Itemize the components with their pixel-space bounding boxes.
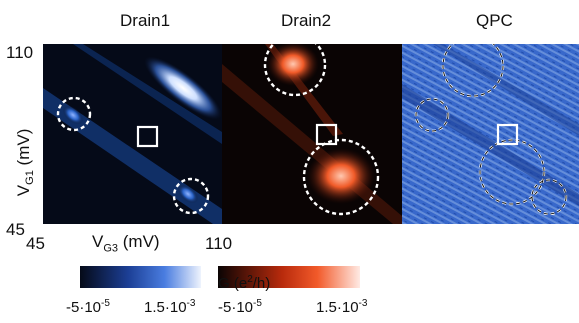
- x-tick-right: 110: [205, 234, 233, 253]
- colorbar-blue-max: 1.5·10-3: [144, 298, 196, 316]
- panel-drain2: [222, 44, 402, 224]
- marker-circle: [302, 138, 380, 216]
- x-axis-label: VG3 (mV): [92, 232, 160, 255]
- colorbar-title: G (e2/h): [218, 274, 271, 292]
- marker-square: [136, 125, 159, 148]
- panel-title-qpc: QPC: [476, 11, 513, 30]
- marker-circle: [263, 44, 327, 97]
- colorbar-red-max: 1.5·10-3: [316, 298, 368, 316]
- colorbar-blue-min: -5·10-5: [66, 298, 110, 316]
- marker-circle: [56, 96, 92, 132]
- colorbar-red-min: -5·10-5: [218, 298, 262, 316]
- colorbar-blue: [80, 266, 201, 288]
- panel-title-drain2: Drain2: [281, 11, 332, 30]
- marker-circle: [172, 177, 210, 215]
- marker-square: [315, 123, 338, 146]
- panel-title-drain1: Drain1: [120, 11, 171, 30]
- marker-square: [496, 123, 519, 146]
- y-axis-label: VG1 (mV): [13, 128, 37, 197]
- figure-panels: [43, 44, 579, 224]
- y-tick-top: 110: [6, 43, 34, 62]
- colorbars: [80, 266, 360, 288]
- y-tick-bottom: 45: [6, 220, 25, 239]
- colorbar-red: [218, 266, 360, 288]
- panel-qpc: [402, 44, 579, 224]
- x-tick-left: 45: [26, 234, 45, 253]
- panel-drain1: [43, 44, 222, 224]
